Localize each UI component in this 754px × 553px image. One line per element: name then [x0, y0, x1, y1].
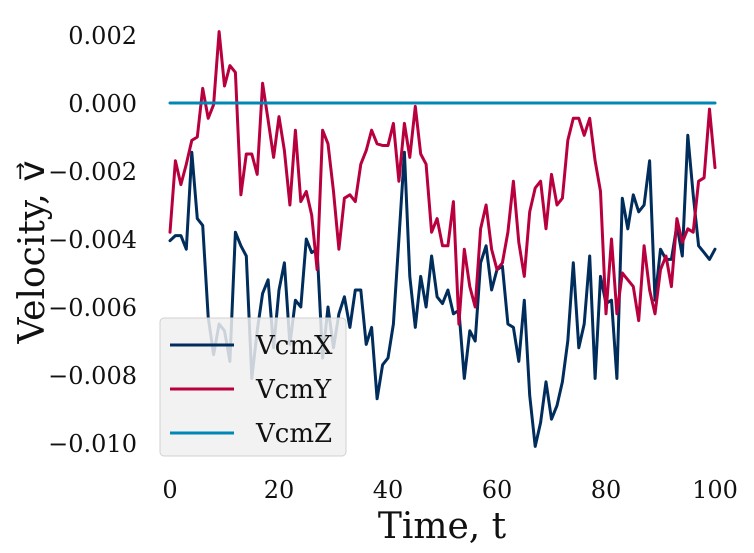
- legend-label: VcmY: [255, 375, 332, 405]
- y-tick-label: 0.000: [68, 90, 137, 118]
- y-axis-label: Velocity, v⃗: [12, 160, 53, 344]
- x-tick-label: 60: [482, 476, 513, 504]
- x-tick-label: 40: [373, 476, 404, 504]
- legend-box: [159, 317, 347, 457]
- y-tick-label: −0.010: [48, 430, 137, 458]
- x-axis-label: Time, t: [378, 506, 507, 547]
- y-tick-label: −0.002: [48, 158, 137, 186]
- y-tick-label: −0.006: [48, 294, 137, 322]
- x-tick-label: 100: [692, 476, 738, 504]
- y-tick-label: −0.004: [48, 226, 137, 254]
- legend: VcmX VcmY VcmZ: [159, 317, 347, 457]
- x-tick-label: 0: [162, 476, 177, 504]
- legend-label: VcmZ: [255, 419, 332, 449]
- legend-label: VcmX: [255, 331, 333, 361]
- y-tick-label: −0.008: [48, 362, 137, 390]
- legend-entries: VcmX VcmY VcmZ: [170, 331, 333, 449]
- y-axis-ticks: 0.002 0.000 −0.002 −0.004 −0.006 −0.008 −0.010: [48, 22, 137, 458]
- x-axis-ticks: 0 20 40 60 80 100: [162, 476, 738, 504]
- series-layer: [168, 30, 717, 448]
- y-tick-label: 0.002: [68, 22, 137, 50]
- x-tick-label: 80: [591, 476, 622, 504]
- x-tick-label: 20: [264, 476, 295, 504]
- series-line-vcmy: [168, 30, 717, 326]
- series-line-vcmx: [168, 133, 717, 448]
